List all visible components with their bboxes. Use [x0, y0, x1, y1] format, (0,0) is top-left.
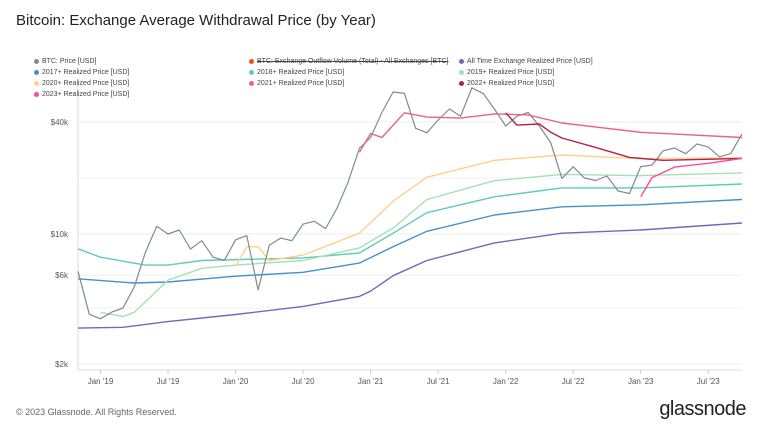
y-tick-label: $6k: [55, 271, 69, 280]
legend-dot-icon: [459, 70, 464, 75]
legend-label: 2020+ Realized Price [USD]: [42, 80, 130, 87]
legend-dot-icon: [249, 81, 254, 86]
x-tick-label: Jul '23: [697, 377, 720, 386]
legend-dot-icon: [34, 70, 39, 75]
legend-item[interactable]: 2022+ Realized Price [USD]: [459, 80, 554, 87]
series-line-2: [77, 222, 743, 329]
series-line-8: [505, 112, 743, 161]
legend-item[interactable]: 2021+ Realized Price [USD]: [249, 80, 344, 87]
legend-item[interactable]: BTC: Price [USD]: [34, 58, 96, 65]
legend-label: 2021+ Realized Price [USD]: [257, 80, 345, 87]
x-tick-label: Jan '21: [358, 377, 384, 386]
y-tick-label: $2k: [55, 360, 69, 369]
legend-item[interactable]: 2017+ Realized Price [USD]: [34, 69, 129, 76]
legend-label: All Time Exchange Realized Price [USD]: [467, 58, 593, 65]
x-tick-label: Jan '23: [628, 377, 654, 386]
y-tick-label: $10k: [51, 230, 69, 239]
legend-label: BTC: Exchange Outflow Volume (Total) - A…: [257, 58, 449, 65]
legend-dot-icon: [459, 59, 464, 64]
legend-label: 2023+ Realized Price [USD]: [42, 91, 130, 98]
legend-dot-icon: [249, 70, 254, 75]
series-line-6: [234, 154, 743, 267]
series-line-3: [77, 198, 743, 284]
legend-item[interactable]: 2023+ Realized Price [USD]: [34, 91, 129, 98]
legend-item[interactable]: All Time Exchange Realized Price [USD]: [459, 58, 593, 65]
series-line-5: [100, 172, 743, 318]
x-tick-label: Jul '19: [157, 377, 180, 386]
series-line-4: [77, 183, 743, 266]
x-tick-label: Jan '22: [493, 377, 519, 386]
series-line-7: [358, 112, 743, 153]
legend-dot-icon: [459, 81, 464, 86]
legend-item[interactable]: 2020+ Realized Price [USD]: [34, 80, 129, 87]
glassnode-logo: glassnode: [659, 398, 746, 420]
legend-label: 2022+ Realized Price [USD]: [467, 80, 555, 87]
legend-dot-icon: [34, 59, 39, 64]
x-tick-label: Jan '19: [88, 377, 114, 386]
legend-label: BTC: Price [USD]: [42, 58, 97, 65]
x-tick-label: Jul '21: [427, 377, 450, 386]
series-line-9: [640, 157, 743, 198]
x-tick-label: Jan '20: [223, 377, 249, 386]
legend-label: 2018+ Realized Price [USD]: [257, 69, 345, 76]
chart-title: Bitcoin: Exchange Average Withdrawal Pri…: [16, 12, 376, 29]
legend-dot-icon: [249, 59, 254, 64]
legend-item[interactable]: BTC: Exchange Outflow Volume (Total) - A…: [249, 58, 448, 65]
legend-item[interactable]: 2019+ Realized Price [USD]: [459, 69, 554, 76]
x-tick-label: Jul '22: [562, 377, 585, 386]
copyright: © 2023 Glassnode. All Rights Reserved.: [16, 407, 177, 417]
legend-dot-icon: [34, 92, 39, 97]
legend-label: 2017+ Realized Price [USD]: [42, 69, 130, 76]
legend-dot-icon: [34, 81, 39, 86]
y-tick-label: $40k: [51, 118, 69, 127]
x-tick-label: Jul '20: [292, 377, 315, 386]
legend-item[interactable]: 2018+ Realized Price [USD]: [249, 69, 344, 76]
series-line-0: [77, 87, 743, 320]
legend-label: 2019+ Realized Price [USD]: [467, 69, 555, 76]
